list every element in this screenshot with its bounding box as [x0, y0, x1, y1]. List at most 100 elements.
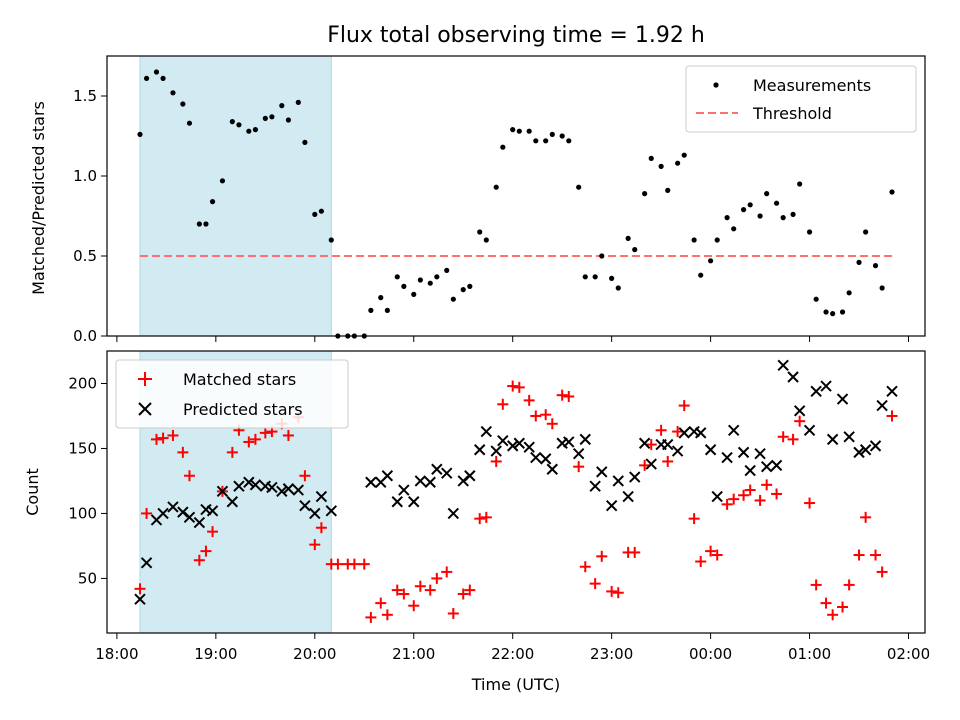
predicted-star-point: [523, 441, 535, 453]
predicted-star-point: [530, 451, 542, 464]
matched-star-point: [365, 611, 377, 623]
predicted-star-point: [216, 485, 229, 498]
matched-star-point: [134, 583, 146, 595]
matched-star-point: [226, 446, 238, 458]
measurement-point: [477, 229, 483, 235]
predicted-star-point: [836, 393, 849, 405]
predicted-star-point: [292, 484, 305, 496]
matched-star-point: [150, 433, 162, 445]
predicted-star-point: [276, 485, 288, 498]
top-axis-ticks: 0.0 0.5 1.0 1.5: [73, 87, 910, 345]
predicted-star-point: [266, 481, 278, 494]
matched-star-point: [573, 461, 585, 473]
measurement-point: [460, 287, 466, 293]
predicted-star-point: [206, 505, 219, 517]
matched-star-point: [579, 561, 591, 573]
matched-star-point: [447, 608, 459, 620]
matched-star-point: [441, 566, 453, 578]
matched-star-point: [761, 479, 773, 491]
predicted-star-point: [810, 385, 822, 397]
bottom-panel: 50 100 150 200 18:00 19:00 20:00 21:00 22:00 23:0…: [23, 350, 930, 694]
matched-star-point: [629, 546, 641, 558]
x-tick-label: 00:00: [689, 645, 732, 663]
x-tick-label: 22:00: [491, 645, 534, 663]
measurement-point: [533, 138, 539, 144]
bottom-plot-frame: [106, 350, 926, 634]
legend-predicted-marker: [138, 402, 152, 416]
matched-star-point: [523, 394, 535, 406]
matched-star-point: [464, 584, 476, 596]
measurement-point: [740, 207, 747, 213]
measurement-point: [757, 213, 763, 219]
top-panel: 0.0 0.5 1.0 1.5 Matched/Predicted stars Mea…: [29, 55, 926, 345]
measurement-point: [246, 128, 252, 134]
matched-star-point: [207, 526, 219, 538]
measurement-point: [444, 267, 450, 273]
matched-star-point: [546, 418, 558, 430]
predicted-star-point: [727, 424, 740, 436]
matched-star-point: [457, 588, 469, 600]
measurement-point: [599, 253, 605, 259]
matched-star-point: [820, 597, 832, 609]
matched-star-point: [540, 409, 552, 421]
matched-star-point: [695, 556, 707, 568]
measurement-point: [559, 133, 565, 139]
measurement-point: [180, 101, 186, 107]
matched-star-point: [530, 410, 542, 422]
matched-star-point: [596, 550, 608, 562]
matched-star-point: [358, 558, 370, 570]
matched-star-point: [754, 494, 766, 506]
top-y-axis-label: Matched/Predicted stars: [29, 101, 48, 295]
matched-star-point: [497, 398, 509, 410]
measurement-point: [500, 144, 506, 150]
x-tick-label: 19:00: [194, 645, 237, 663]
measurement-point: [708, 258, 714, 264]
measurement-point: [279, 103, 285, 109]
measurement-point: [516, 128, 522, 134]
matched-star-point: [348, 558, 360, 570]
measurement-point: [609, 275, 615, 281]
x-axis-label: Time (UTC): [471, 675, 560, 694]
measurement-point: [417, 277, 423, 283]
predicted-star-point: [777, 359, 789, 372]
matched-star-point: [810, 579, 822, 591]
x-tick-label: 18:00: [95, 645, 138, 663]
matched-star-point: [777, 431, 789, 443]
predicted-star-point: [605, 499, 618, 512]
matched-star-point: [672, 426, 684, 438]
top-y-tick-label: 1.5: [73, 87, 97, 105]
matched-star-point: [738, 489, 750, 501]
bottom-legend-box: [115, 359, 349, 429]
predicted-star-point: [695, 427, 707, 439]
predicted-star-point: [506, 440, 519, 452]
measurement-point: [302, 139, 308, 145]
bottom-y-tick-label: 50: [78, 569, 97, 587]
predicted-star-point: [886, 385, 898, 397]
top-y-tick-label: 0.0: [73, 327, 97, 345]
matched-star-point: [507, 380, 519, 392]
measurement-point: [262, 115, 268, 121]
measurement-point: [143, 75, 150, 81]
measurement-point: [576, 184, 582, 190]
measurement-point: [879, 285, 885, 291]
matched-star-point: [804, 497, 816, 509]
matched-star-point: [249, 433, 261, 445]
measurement-point: [153, 69, 160, 75]
predicted-star-point: [721, 451, 733, 464]
predicted-star-point: [711, 490, 723, 503]
predicted-star-point: [704, 444, 717, 456]
measurement-point: [411, 291, 417, 297]
predicted-star-point: [787, 371, 799, 383]
top-legend-box: [685, 65, 917, 133]
matched-star-point: [612, 587, 624, 599]
matched-star-point: [299, 470, 311, 482]
matched-star-point: [563, 390, 575, 402]
predicted-star-point: [398, 484, 410, 496]
matched-star-point: [474, 513, 486, 525]
measurement-point: [846, 290, 852, 296]
measurement-point: [236, 122, 242, 128]
measurement-point: [467, 283, 473, 289]
predicted-star-point: [869, 440, 882, 452]
predicted-star-point: [282, 483, 295, 495]
